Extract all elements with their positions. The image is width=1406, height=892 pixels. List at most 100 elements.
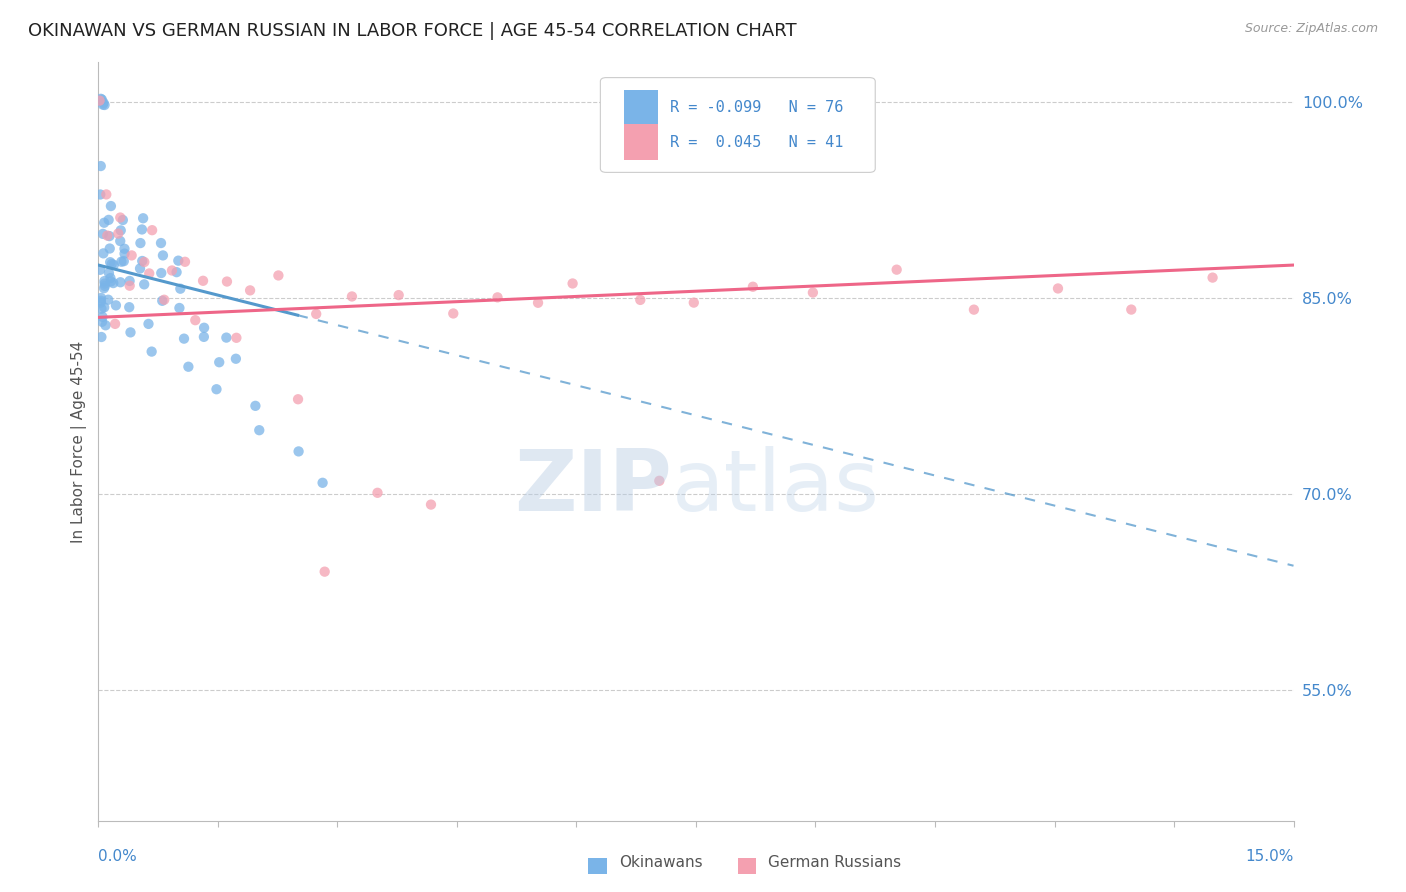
Point [367,485,389,500]
Point [741,279,763,293]
Text: 15.0%: 15.0% [1246,849,1294,864]
Point [561,277,583,291]
Point [682,295,704,310]
Point [963,302,986,317]
Point [110,223,132,237]
Point [93,246,115,260]
Point [628,293,651,307]
Point [89,262,111,277]
Point [138,267,160,281]
Point [118,278,141,293]
Point [93,216,115,230]
Point [110,254,132,268]
Text: Okinawans: Okinawans [619,855,703,870]
Point [98,229,121,244]
Point [104,298,127,312]
Point [150,235,173,250]
FancyBboxPatch shape [738,858,756,874]
Point [239,284,262,298]
Point [801,285,824,300]
Point [141,344,163,359]
Point [100,271,122,285]
Point [193,320,215,334]
Point [118,274,141,288]
Point [129,236,152,251]
Point [173,332,195,346]
Point [112,254,135,268]
Point [311,475,333,490]
Point [93,277,115,291]
Point [486,290,509,304]
Point [1046,281,1069,295]
Text: atlas: atlas [672,445,880,529]
Point [103,276,125,290]
Point [267,268,290,283]
Point [225,351,247,366]
Point [169,282,191,296]
Point [141,223,163,237]
Point [441,306,464,320]
Y-axis label: In Labor Force | Age 45-54: In Labor Force | Age 45-54 [72,341,87,542]
Point [100,275,122,289]
Point [98,242,121,256]
Point [114,242,136,256]
Point [94,279,117,293]
Text: OKINAWAN VS GERMAN RUSSIAN IN LABOR FORCE | AGE 45-54 CORRELATION CHART: OKINAWAN VS GERMAN RUSSIAN IN LABOR FORC… [28,22,797,40]
Point [110,234,132,248]
Point [91,97,114,112]
Point [152,248,174,262]
Point [97,266,120,280]
Point [93,98,115,112]
Point [110,275,132,289]
Point [886,262,908,277]
Point [94,318,117,333]
Point [121,248,143,262]
Point [90,93,112,107]
Point [89,94,111,108]
Point [215,330,238,344]
Point [150,266,173,280]
Point [100,199,122,213]
Point [111,213,134,227]
Point [93,301,115,315]
Point [120,326,142,340]
Point [169,301,191,315]
Point [1121,302,1143,317]
Point [93,95,115,110]
Point [91,310,114,324]
Point [160,263,183,277]
FancyBboxPatch shape [624,90,658,126]
Point [167,253,190,268]
Point [90,293,112,308]
Point [287,444,309,458]
Point [100,257,122,271]
Point [118,300,141,314]
Point [90,295,112,310]
Point [104,317,127,331]
Point [205,382,228,396]
FancyBboxPatch shape [600,78,876,172]
Point [208,355,231,369]
Point [174,254,197,268]
Point [1201,270,1223,285]
Point [90,291,112,305]
Point [134,255,156,269]
FancyBboxPatch shape [589,858,607,874]
Point [193,330,215,344]
Text: R = -0.099   N = 76: R = -0.099 N = 76 [669,101,844,115]
Point [107,227,129,241]
Point [166,265,188,279]
Point [134,277,156,292]
Point [97,212,120,227]
Point [314,565,336,579]
Point [305,307,328,321]
Point [191,274,214,288]
Point [287,392,309,407]
Text: German Russians: German Russians [768,855,901,870]
Point [131,254,153,268]
Text: 0.0%: 0.0% [98,849,138,864]
Text: ZIP: ZIP [515,445,672,529]
Point [96,228,118,243]
Point [648,474,671,488]
Point [177,359,200,374]
